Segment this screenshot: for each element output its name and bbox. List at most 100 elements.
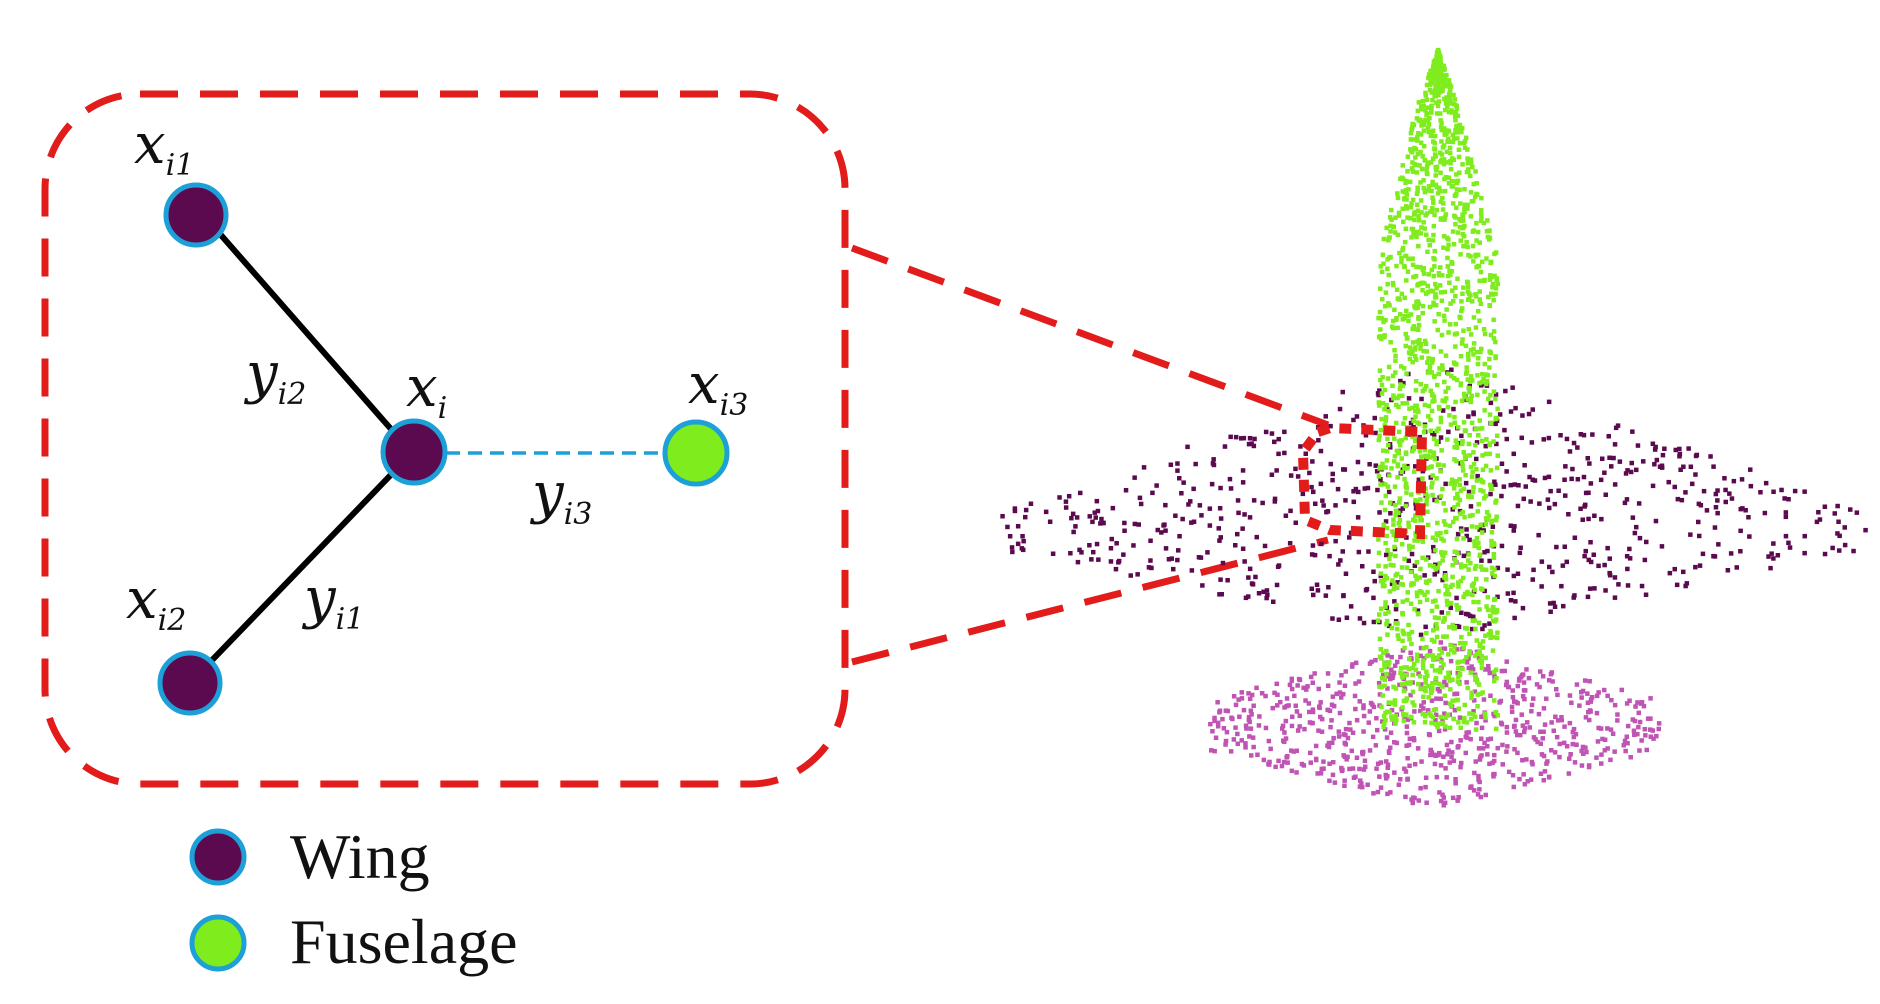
- point: [1501, 484, 1507, 489]
- point: [1493, 339, 1498, 345]
- point: [1603, 588, 1608, 593]
- point: [1251, 703, 1256, 708]
- point: [1491, 317, 1496, 323]
- point: [1715, 498, 1720, 503]
- point: [1526, 411, 1532, 417]
- point: [1474, 191, 1479, 197]
- point: [1353, 486, 1359, 492]
- point: [1487, 621, 1492, 626]
- point: [1420, 555, 1425, 561]
- point: [1421, 694, 1426, 699]
- point: [1704, 508, 1710, 513]
- point: [1438, 696, 1443, 701]
- point: [1476, 599, 1481, 605]
- point: [1387, 235, 1392, 240]
- point: [1758, 490, 1763, 495]
- point: [1070, 511, 1076, 517]
- point: [1342, 467, 1348, 472]
- point: [1600, 456, 1605, 461]
- point: [1475, 692, 1480, 697]
- point: [1386, 442, 1391, 448]
- point: [1463, 473, 1468, 478]
- point: [1445, 264, 1450, 269]
- point: [1393, 508, 1399, 514]
- point: [1571, 595, 1576, 600]
- point: [1432, 456, 1437, 462]
- point: [1635, 731, 1640, 737]
- point: [1492, 273, 1497, 279]
- point: [1393, 573, 1398, 578]
- point: [1422, 685, 1428, 691]
- point: [1263, 725, 1269, 731]
- point: [1092, 510, 1097, 515]
- point: [1428, 133, 1434, 139]
- point: [1477, 318, 1482, 323]
- point: [1442, 126, 1447, 131]
- point: [1213, 735, 1219, 740]
- point: [1427, 87, 1433, 93]
- point: [1465, 626, 1470, 631]
- point: [1287, 682, 1293, 688]
- point: [1437, 689, 1442, 694]
- point: [1420, 711, 1425, 717]
- point: [1446, 242, 1451, 248]
- point: [1216, 526, 1221, 531]
- point: [1837, 548, 1842, 553]
- point: [1468, 157, 1474, 162]
- point: [1521, 772, 1526, 777]
- point: [1499, 668, 1505, 674]
- point: [1274, 582, 1280, 588]
- point: [1453, 222, 1458, 227]
- point: [1343, 571, 1349, 576]
- point: [1832, 511, 1837, 516]
- point: [1491, 336, 1497, 341]
- point: [1264, 588, 1270, 593]
- point: [1439, 610, 1445, 615]
- point: [1599, 761, 1604, 766]
- point: [1538, 729, 1543, 734]
- point: [1406, 318, 1411, 323]
- point: [1336, 729, 1342, 734]
- point: [1414, 357, 1419, 362]
- point: [1253, 574, 1258, 580]
- point: [1491, 439, 1496, 444]
- point: [1426, 708, 1431, 714]
- point: [1243, 745, 1248, 750]
- point: [1424, 167, 1429, 172]
- point: [1394, 718, 1399, 723]
- point: [1247, 734, 1252, 739]
- point: [1446, 674, 1451, 679]
- point: [1390, 383, 1395, 389]
- point: [1308, 674, 1314, 680]
- point: [1424, 497, 1429, 503]
- point: [1521, 496, 1526, 502]
- point: [1415, 305, 1420, 310]
- point: [1472, 770, 1477, 776]
- point: [1442, 379, 1447, 385]
- point: [1413, 353, 1418, 359]
- point: [1421, 144, 1427, 149]
- point: [1280, 726, 1285, 731]
- point: [1422, 338, 1428, 344]
- point: [1441, 519, 1447, 524]
- point: [1141, 465, 1147, 470]
- point: [1135, 572, 1140, 577]
- point: [1434, 441, 1439, 447]
- point: [1263, 429, 1269, 435]
- point: [1418, 231, 1423, 236]
- point: [1408, 569, 1414, 575]
- point: [1446, 429, 1451, 435]
- point: [1457, 216, 1462, 222]
- point: [1453, 777, 1458, 782]
- point: [1453, 128, 1458, 133]
- point: [1511, 528, 1516, 533]
- point: [1451, 136, 1457, 141]
- point: [1416, 229, 1421, 234]
- point: [1343, 669, 1348, 674]
- point: [1448, 605, 1453, 611]
- point: [1814, 519, 1820, 525]
- edge-yi2: [203, 216, 415, 455]
- point: [1477, 643, 1482, 649]
- point: [1412, 210, 1417, 215]
- point: [1430, 681, 1435, 686]
